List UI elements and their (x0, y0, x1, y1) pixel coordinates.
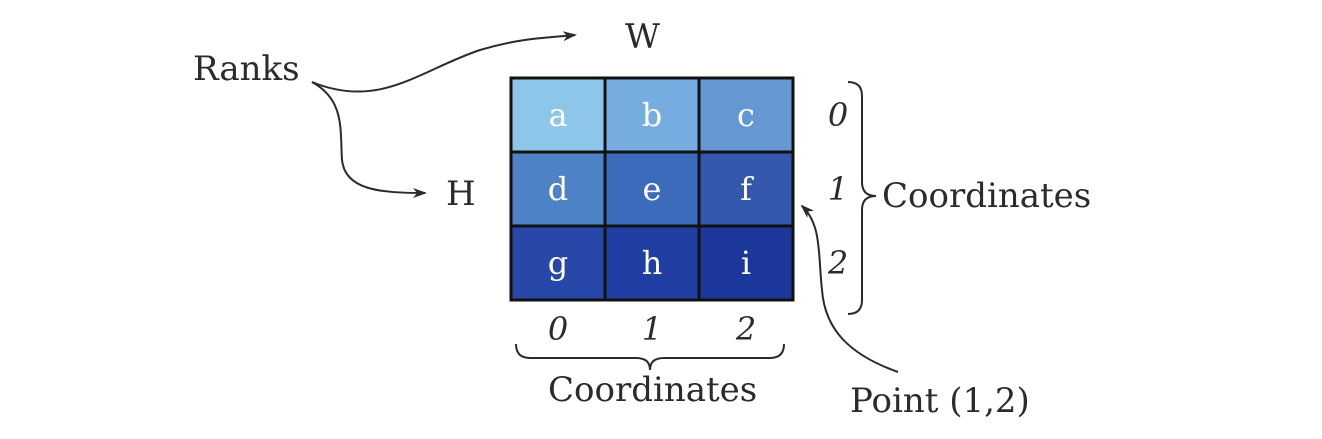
tensor-grid: a b c d e f g h i (509, 76, 795, 302)
width-label: W (625, 17, 660, 57)
grid-cell-label-h: h (642, 244, 663, 282)
row-coordinate-1: 1 (828, 170, 848, 208)
grid-cell-label-c: c (737, 96, 755, 134)
grid-cell-label-e: e (643, 170, 662, 208)
row-coordinate-labels: 0 1 2 (827, 96, 848, 282)
grid-cell-i (697, 224, 795, 302)
grid-cell-f (697, 150, 795, 228)
bottom-brace (515, 343, 785, 371)
grid-cell-c (697, 76, 795, 154)
grid-cell-g (509, 224, 607, 302)
row-coordinate-2: 2 (827, 244, 848, 282)
grid-cell-h (603, 224, 701, 302)
ranks-label: Ranks (193, 49, 300, 89)
coordinates-right-label: Coordinates (882, 176, 1091, 216)
grid-cell-label-f: f (740, 170, 754, 208)
grid-border (509, 76, 795, 302)
grid-cell-label-d: d (548, 170, 568, 208)
column-coordinate-2: 2 (735, 310, 756, 348)
column-coordinate-labels: 0 1 2 (548, 310, 756, 348)
point-arrow (800, 204, 899, 373)
column-coordinate-1: 1 (642, 310, 662, 348)
grid-cell-label-i: i (741, 244, 751, 282)
ranks-to-h-arrow (311, 81, 427, 198)
point-label: Point (1,2) (850, 381, 1030, 421)
column-coordinate-0: 0 (548, 310, 568, 348)
right-brace (847, 81, 877, 315)
grid-cell-label-a: a (548, 96, 567, 134)
row-coordinate-0: 0 (828, 96, 848, 134)
grid-cell-label-g: g (548, 244, 568, 282)
height-label: H (446, 174, 476, 214)
grid-cell-label-b: b (642, 96, 662, 134)
coordinates-bottom-label: Coordinates (548, 370, 757, 410)
ranks-to-w-arrow (311, 31, 577, 93)
